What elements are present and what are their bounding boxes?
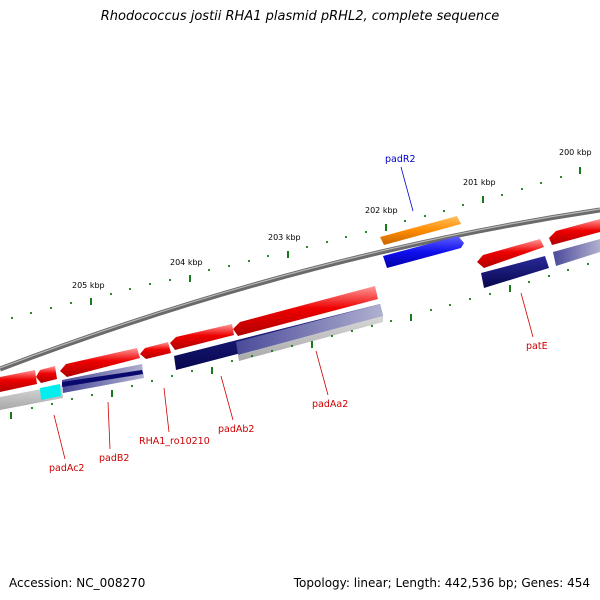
scale-label: 201 kbp <box>463 178 496 187</box>
tick-minor <box>150 379 154 383</box>
scale-label: 205 kbp <box>72 281 105 290</box>
tick-minor <box>539 181 543 185</box>
tick-minor <box>128 287 132 291</box>
backbone-highlight <box>0 208 600 369</box>
tick-minor <box>488 292 492 296</box>
tick-minor <box>423 214 427 218</box>
tick-minor <box>109 292 113 296</box>
gene-patE[interactable] <box>477 239 544 268</box>
tick-minor <box>461 203 465 207</box>
label-padAa2[interactable]: padAa2 <box>312 399 348 410</box>
tick-minor <box>70 397 74 401</box>
tick-minor <box>442 209 446 213</box>
tick-minor <box>500 193 504 197</box>
tick-minor <box>566 268 570 272</box>
tick-minor <box>364 230 368 234</box>
tick-minor <box>50 402 54 406</box>
gene-RHA1_ro10210[interactable] <box>140 342 171 359</box>
leader-padB2 <box>107 401 111 450</box>
tick-minor <box>520 187 524 191</box>
label-RHA1_ro10210[interactable]: RHA1_ro10210 <box>139 436 210 447</box>
cds-padAc2-cyan[interactable] <box>40 384 61 400</box>
gene-right-edge[interactable] <box>549 219 600 245</box>
tick-minor <box>170 374 174 378</box>
backbone-arc <box>0 207 600 372</box>
tick-minor <box>344 235 348 239</box>
scale-label: 203 kbp <box>268 233 301 242</box>
tick-minor <box>230 359 234 363</box>
tick-minor <box>429 308 433 312</box>
tick-minor <box>90 393 94 397</box>
tick-minor <box>270 349 274 353</box>
tick-minor <box>389 319 393 323</box>
leader-padR2 <box>400 166 414 212</box>
gene-padAa2[interactable] <box>233 286 378 336</box>
leader-padAc2 <box>53 414 66 460</box>
figure-title: Rhodococcus jostii RHA1 plasmid pRHL2, c… <box>100 9 500 24</box>
tick-minor <box>250 354 254 358</box>
cds-padAa2-fade[interactable] <box>236 304 383 355</box>
tick-minor <box>403 219 407 223</box>
label-padAb2[interactable]: padAb2 <box>218 424 254 435</box>
tick-minor <box>325 240 329 244</box>
inner-scale-ticks <box>10 262 590 419</box>
leader-patE <box>520 292 534 338</box>
tick-minor <box>227 264 231 268</box>
tick-minor <box>247 259 251 263</box>
tick-minor <box>207 268 211 272</box>
tick-minor <box>49 306 53 310</box>
tick-minor <box>130 384 134 388</box>
gene-padAb2[interactable] <box>170 324 234 350</box>
tick-minor <box>290 344 294 348</box>
tick-minor <box>168 278 172 282</box>
accession-text: Accession: NC_008270 <box>9 576 146 590</box>
leader-padAa2 <box>315 350 329 396</box>
label-padR2[interactable]: padR2 <box>385 154 416 165</box>
tick-minor <box>190 369 194 373</box>
cds-padAa2-shadow[interactable] <box>238 316 383 361</box>
label-padB2[interactable]: padB2 <box>99 453 129 464</box>
scale-label: 204 kbp <box>170 258 203 267</box>
outer-scale-ticks <box>10 167 581 320</box>
cds-patE[interactable] <box>481 256 549 288</box>
tick-minor <box>29 311 33 315</box>
cds-padR2[interactable] <box>383 236 464 268</box>
leader-padAb2 <box>220 375 234 421</box>
gene-small[interactable] <box>36 366 57 383</box>
gene-left-edge[interactable] <box>0 370 37 392</box>
tick-minor <box>30 406 34 410</box>
tick-minor <box>527 280 531 284</box>
scale-label: 200 kbp <box>559 148 592 157</box>
tick-minor <box>586 262 590 266</box>
tick-minor <box>370 324 374 328</box>
cds-padB2-inner[interactable] <box>62 370 143 387</box>
cds-right-edge[interactable] <box>553 239 600 266</box>
scale-label: 202 kbp <box>365 206 398 215</box>
tick-minor <box>69 301 73 305</box>
tick-minor <box>10 316 14 320</box>
tick-minor <box>350 329 354 333</box>
label-patE[interactable]: patE <box>526 341 548 352</box>
leader-RHA1_ro10210 <box>163 387 170 433</box>
tick-minor <box>547 274 551 278</box>
gene-padB2[interactable] <box>60 348 140 377</box>
gene-padR2[interactable] <box>380 216 461 245</box>
tick-minor <box>305 245 309 249</box>
tick-minor <box>448 303 452 307</box>
tick-minor <box>148 282 152 286</box>
tick-minor <box>468 297 472 301</box>
label-padAc2[interactable]: padAc2 <box>49 463 84 474</box>
summary-text: Topology: linear; Length: 442,536 bp; Ge… <box>293 576 590 590</box>
tick-minor <box>559 175 563 179</box>
tick-minor <box>330 334 334 338</box>
tick-minor <box>266 254 270 258</box>
